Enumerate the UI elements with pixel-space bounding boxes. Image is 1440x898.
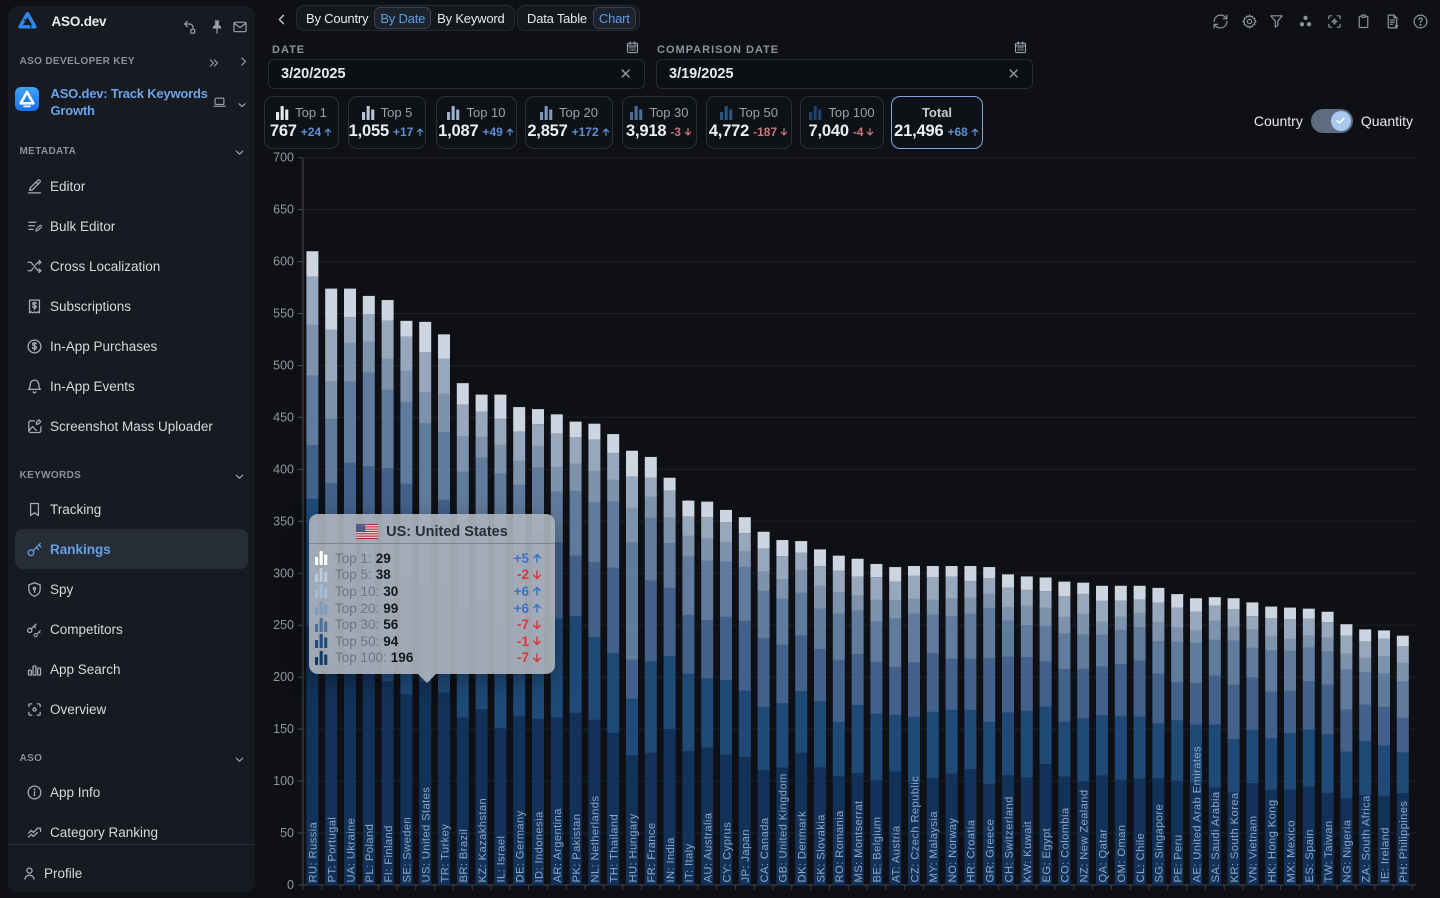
svg-text:0: 0 xyxy=(287,878,294,892)
svg-text:SG: Singapore: SG: Singapore xyxy=(1154,804,1166,883)
svg-text:CO: Colombia: CO: Colombia xyxy=(1060,807,1072,882)
svg-text:300: 300 xyxy=(273,566,294,580)
svg-text:350: 350 xyxy=(273,514,294,528)
svg-text:CY: Cyprus: CY: Cyprus xyxy=(721,822,733,883)
svg-text:IN: India: IN: India xyxy=(665,837,677,883)
svg-text:PT: Portugal: PT: Portugal xyxy=(327,817,339,883)
svg-text:IL: Israel: IL: Israel xyxy=(496,836,508,883)
svg-text:EG: Egypt: EG: Egypt xyxy=(1041,827,1053,882)
svg-text:OM: Oman: OM: Oman xyxy=(1116,825,1128,883)
svg-text:DK: Denmark: DK: Denmark xyxy=(797,811,809,883)
svg-text:NG: Nigeria: NG: Nigeria xyxy=(1342,819,1354,882)
svg-text:100: 100 xyxy=(273,774,294,788)
svg-text:FI: Finland: FI: Finland xyxy=(383,825,395,882)
svg-text:200: 200 xyxy=(273,670,294,684)
svg-text:SK: Slovakia: SK: Slovakia xyxy=(815,814,827,883)
svg-text:HU: Hungary: HU: Hungary xyxy=(627,813,639,882)
svg-text:600: 600 xyxy=(273,255,294,269)
svg-text:RO: Romania: RO: Romania xyxy=(834,810,846,883)
svg-text:MX: Mexico: MX: Mexico xyxy=(1285,820,1297,882)
svg-text:ES: Spain: ES: Spain xyxy=(1304,829,1316,882)
svg-text:KZ: Kazakhstan: KZ: Kazakhstan xyxy=(477,798,489,883)
svg-text:AT: Austria: AT: Austria xyxy=(891,825,903,882)
svg-text:700: 700 xyxy=(273,151,294,165)
svg-text:HR: Croatia: HR: Croatia xyxy=(966,819,978,882)
svg-text:PH: Philippines: PH: Philippines xyxy=(1398,801,1410,883)
svg-text:GR: Greece: GR: Greece xyxy=(985,819,997,883)
svg-text:MS: Montserrat: MS: Montserrat xyxy=(853,800,865,883)
svg-text:AR: Argentina: AR: Argentina xyxy=(552,808,564,883)
svg-text:250: 250 xyxy=(273,618,294,632)
svg-text:450: 450 xyxy=(273,410,294,424)
svg-text:500: 500 xyxy=(273,359,294,373)
svg-text:VN: Vietnam: VN: Vietnam xyxy=(1248,816,1260,883)
svg-text:HK: Hong Kong: HK: Hong Kong xyxy=(1267,800,1279,883)
svg-text:550: 550 xyxy=(273,307,294,321)
svg-text:TR: Turkey: TR: Turkey xyxy=(439,824,451,883)
svg-text:JP: Japan: JP: Japan xyxy=(740,829,752,882)
svg-text:400: 400 xyxy=(273,462,294,476)
svg-text:MY: Malaysia: MY: Malaysia xyxy=(928,811,940,883)
svg-text:CZ: Czech Republic: CZ: Czech Republic xyxy=(909,776,921,883)
svg-text:NL: Netherlands: NL: Netherlands xyxy=(590,796,602,883)
svg-text:650: 650 xyxy=(273,203,294,217)
svg-text:PE: Peru: PE: Peru xyxy=(1173,835,1185,883)
svg-text:AU: Australia: AU: Australia xyxy=(703,812,715,882)
svg-text:UA: Ukraine: UA: Ukraine xyxy=(345,818,357,883)
svg-text:NO: Norway: NO: Norway xyxy=(947,818,959,883)
svg-text:TH: Thailand: TH: Thailand xyxy=(609,814,621,883)
svg-text:IT: Italy: IT: Italy xyxy=(684,843,696,882)
svg-text:AE: United Arab Emirates: AE: United Arab Emirates xyxy=(1191,746,1203,882)
svg-text:ZA: South Africa: ZA: South Africa xyxy=(1361,795,1373,883)
svg-text:SA: Saudi Arabia: SA: Saudi Arabia xyxy=(1210,791,1222,882)
svg-text:BE: Belgium: BE: Belgium xyxy=(872,817,884,883)
svg-text:ID: Indonesia: ID: Indonesia xyxy=(533,811,545,883)
svg-text:GB: United Kingdom: GB: United Kingdom xyxy=(778,773,790,882)
svg-text:NZ: New Zealand: NZ: New Zealand xyxy=(1079,789,1091,882)
svg-text:US: United States: US: United States xyxy=(421,787,433,883)
svg-text:CL: Chile: CL: Chile xyxy=(1135,833,1147,883)
svg-text:CH: Switzerland: CH: Switzerland xyxy=(1003,796,1015,882)
svg-text:150: 150 xyxy=(273,722,294,736)
svg-text:TW: Taiwan: TW: Taiwan xyxy=(1323,820,1335,882)
svg-text:PK: Pakistan: PK: Pakistan xyxy=(571,814,583,883)
svg-text:FR: France: FR: France xyxy=(646,823,658,883)
svg-text:CA: Canada: CA: Canada xyxy=(759,817,771,882)
svg-text:BR: Brazil: BR: Brazil xyxy=(458,829,470,883)
svg-text:SE: Sweden: SE: Sweden xyxy=(402,817,414,883)
svg-text:PL: Poland: PL: Poland xyxy=(364,824,376,883)
svg-text:KW: Kuwait: KW: Kuwait xyxy=(1022,820,1034,882)
svg-text:KR: South Korea: KR: South Korea xyxy=(1229,792,1241,882)
svg-text:RU: Russia: RU: Russia xyxy=(308,822,320,883)
svg-text:QA: Qatar: QA: Qatar xyxy=(1097,829,1109,883)
svg-text:50: 50 xyxy=(280,826,294,840)
svg-text:DE: Germany: DE: Germany xyxy=(515,810,527,882)
svg-text:IE: Ireland: IE: Ireland xyxy=(1379,827,1391,882)
